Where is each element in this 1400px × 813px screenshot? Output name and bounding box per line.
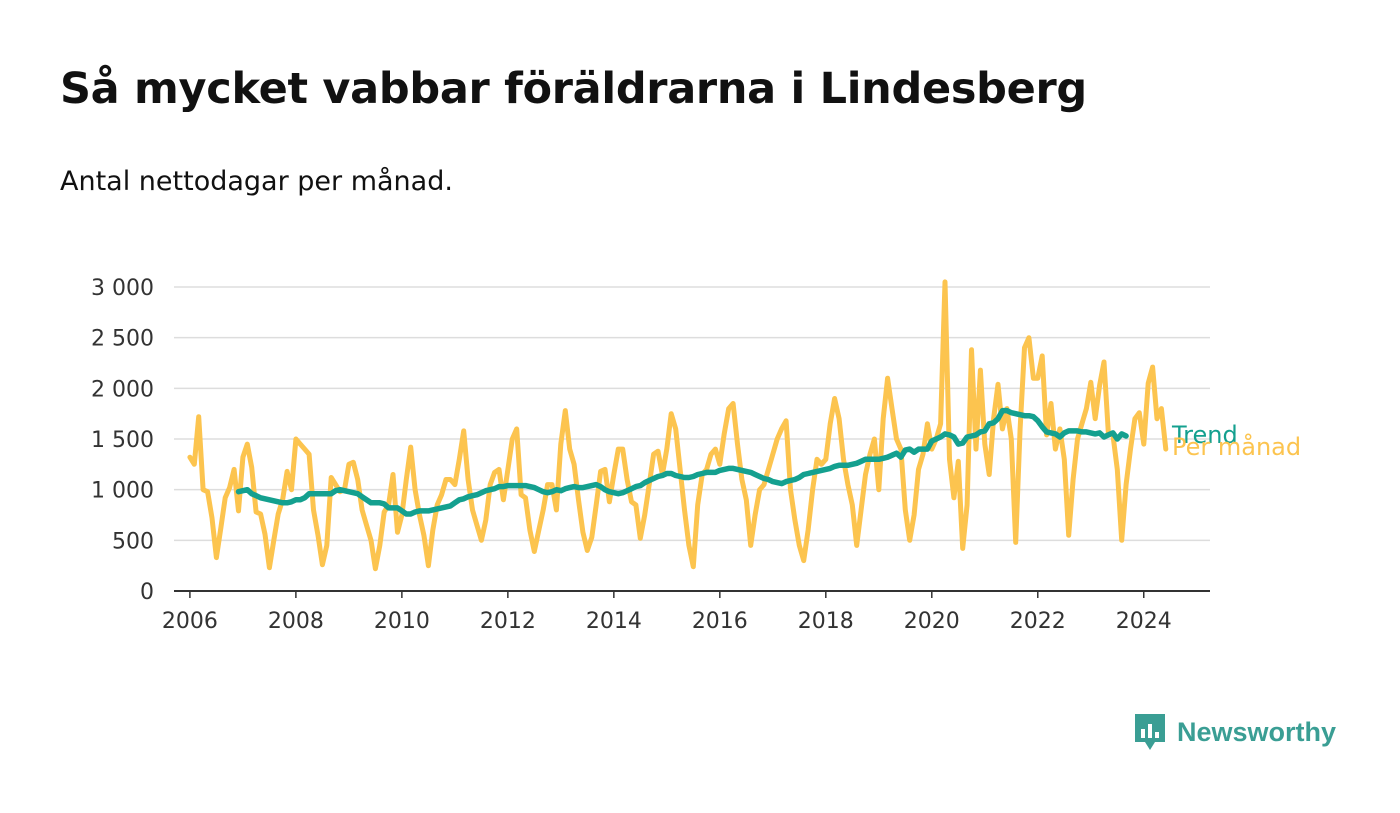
x-tick-label: 2014 [586,609,642,634]
x-tick-label: 2020 [904,609,960,634]
page-subtitle: Antal nettodagar per månad. [60,166,453,197]
brand-name: Newsworthy [1177,716,1337,747]
y-tick-label: 1 000 [91,479,154,504]
x-tick-label: 2022 [1010,609,1066,634]
y-axis-ticks: 0 500 1 000 1 500 2 000 2 500 3 000 [91,276,154,605]
x-tick-label: 2024 [1116,609,1172,634]
trend-series-label: Trend [1171,421,1238,449]
series-lines [187,279,1169,572]
x-tick-label: 2010 [374,609,430,634]
y-tick-label: 0 [140,580,154,605]
x-tick-label: 2016 [692,609,748,634]
y-tick-label: 2 000 [91,377,154,402]
monthly-series-line [187,279,1169,572]
x-tick-label: 2012 [480,609,536,634]
x-tick-label: 2018 [798,609,854,634]
bar-chart-bubble-icon [1135,714,1165,750]
monthly-series-label: Per månad [1172,432,1301,461]
y-tick-label: 500 [112,529,154,554]
x-tick-label: 2008 [268,609,324,634]
x-tick-label: 2006 [162,609,218,634]
brand-logo: Newsworthy [1133,712,1336,752]
trend-series-line [235,407,1129,517]
y-tick-label: 3 000 [91,276,154,301]
x-axis-ticks: 2006 2008 2010 2012 2014 2016 2018 2020 2022 2024 [162,591,1172,634]
y-tick-label: 1 500 [91,428,154,453]
page-title: Så mycket vabbar föräldrarna i Lindesber… [60,64,1087,114]
y-tick-label: 2 500 [91,327,154,352]
